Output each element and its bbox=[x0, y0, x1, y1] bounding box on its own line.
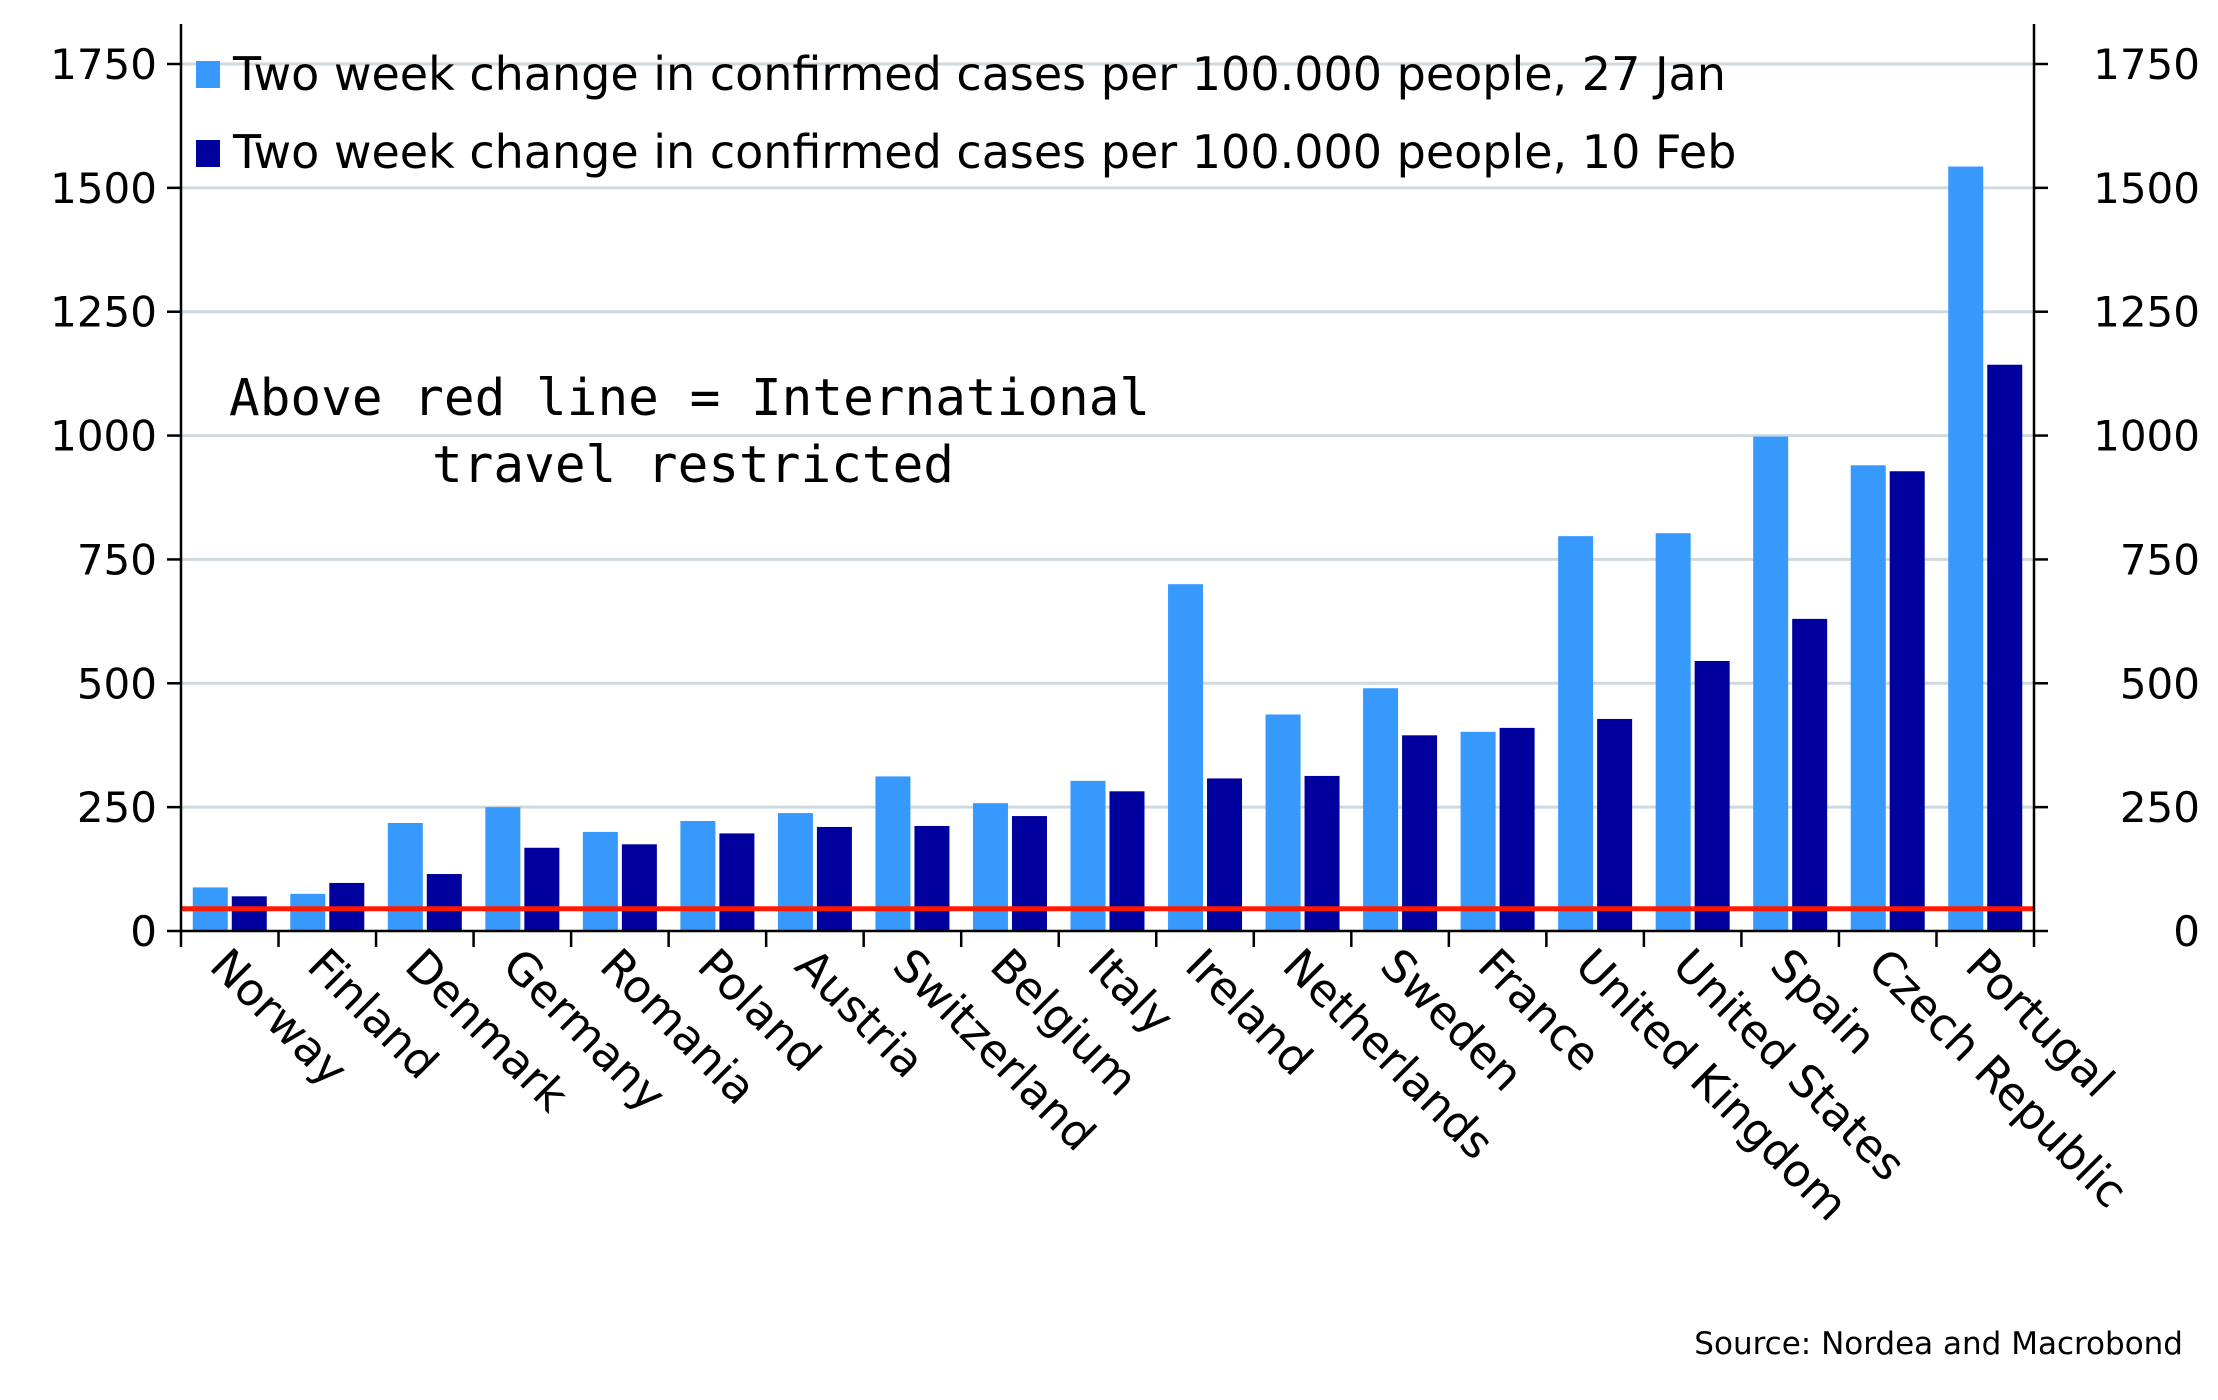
y-tick-label-left: 1750 bbox=[50, 40, 157, 89]
y-tick-label-left: 500 bbox=[77, 659, 157, 708]
source-note: Source: Nordea and Macrobond bbox=[1694, 1326, 2183, 1362]
legend-label-27jan: Two week change in confirmed cases per 1… bbox=[232, 47, 1726, 101]
bar-10feb-ireland bbox=[1207, 778, 1243, 931]
bar-10feb-sweden bbox=[1402, 735, 1438, 931]
bar-27jan-netherlands bbox=[1265, 714, 1301, 931]
bar-27jan-poland bbox=[680, 821, 716, 931]
bar-10feb-romania bbox=[621, 844, 657, 931]
bar-27jan-portugal bbox=[1948, 166, 1984, 931]
y-tick-label-right: 1000 bbox=[2093, 412, 2200, 461]
y-tick-label-right: 1500 bbox=[2093, 164, 2200, 213]
bar-27jan-denmark bbox=[387, 822, 423, 931]
y-tick-label-left: 1500 bbox=[50, 164, 157, 213]
bar-10feb-czech-republic bbox=[1889, 471, 1925, 931]
bar-27jan-czech-republic bbox=[1850, 465, 1886, 931]
bar-10feb-poland bbox=[719, 833, 755, 931]
y-tick-label-right: 500 bbox=[2120, 659, 2200, 708]
bar-10feb-france bbox=[1499, 727, 1535, 931]
y-tick-label-right: 1750 bbox=[2093, 40, 2200, 89]
y-tick-label-left: 250 bbox=[77, 783, 157, 832]
bar-10feb-switzerland bbox=[914, 825, 950, 931]
bar-27jan-germany bbox=[485, 807, 521, 931]
bar-27jan-united-states bbox=[1655, 533, 1691, 931]
y-tick-label-right: 0 bbox=[2173, 907, 2200, 956]
y-tick-label-left: 1000 bbox=[50, 412, 157, 461]
bar-10feb-norway bbox=[231, 896, 267, 931]
bar-27jan-romania bbox=[582, 831, 618, 931]
y-tick-label-right: 750 bbox=[2120, 535, 2200, 584]
y-tick-label-left: 0 bbox=[130, 907, 157, 956]
bar-27jan-spain bbox=[1753, 436, 1789, 931]
bar-10feb-united-kingdom bbox=[1597, 718, 1633, 931]
legend-swatch-10feb bbox=[196, 140, 220, 167]
bar-27jan-belgium bbox=[972, 803, 1008, 931]
bar-10feb-germany bbox=[524, 847, 560, 931]
bar-10feb-belgium bbox=[1011, 816, 1047, 931]
bar-10feb-spain bbox=[1792, 618, 1828, 931]
bar-10feb-denmark bbox=[426, 874, 462, 931]
y-tick-label-left: 750 bbox=[77, 535, 157, 584]
legend: Two week change in confirmed cases per 1… bbox=[196, 47, 1736, 179]
bar-27jan-france bbox=[1460, 731, 1496, 931]
bar-27jan-switzerland bbox=[875, 776, 911, 931]
legend-swatch-27jan bbox=[196, 61, 220, 88]
y-tick-label-right: 250 bbox=[2120, 783, 2200, 832]
annotation-line-1: Above red line = International bbox=[229, 369, 1150, 428]
bar-10feb-united-states bbox=[1694, 660, 1730, 931]
y-tick-label-left: 1250 bbox=[50, 288, 157, 337]
legend-label-10feb: Two week change in confirmed cases per 1… bbox=[232, 125, 1736, 179]
bar-27jan-united-kingdom bbox=[1558, 536, 1594, 931]
annotation-line-2: travel restricted bbox=[432, 436, 954, 495]
bar-27jan-ireland bbox=[1168, 584, 1204, 931]
bar-27jan-austria bbox=[777, 813, 813, 931]
bar-10feb-austria bbox=[816, 826, 852, 931]
bar-10feb-portugal bbox=[1987, 364, 2023, 932]
bar-27jan-sweden bbox=[1363, 688, 1399, 931]
bar-27jan-finland bbox=[290, 893, 326, 931]
bar-10feb-netherlands bbox=[1304, 775, 1340, 931]
bar-27jan-italy bbox=[1070, 780, 1106, 931]
y-tick-label-right: 1250 bbox=[2093, 288, 2200, 337]
